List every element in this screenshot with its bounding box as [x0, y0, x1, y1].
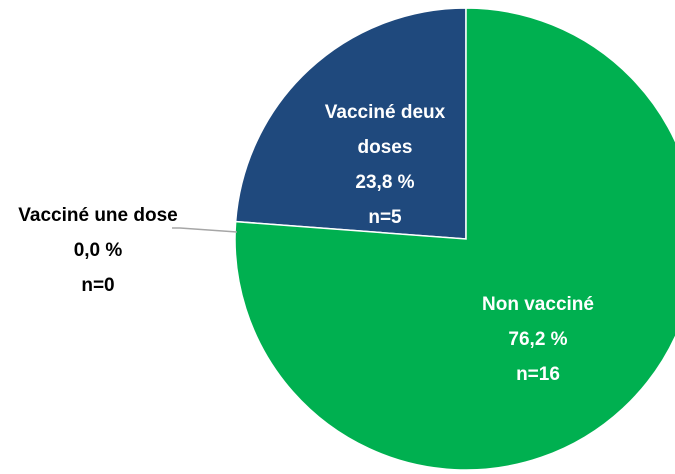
category-label: Non vacciné	[482, 294, 594, 315]
count-label: n=0	[81, 275, 115, 296]
slice-label: Vacciné une dose 0,0 % n=0	[18, 198, 178, 303]
count-label: n=5	[368, 207, 402, 228]
leader-line	[172, 227, 238, 233]
value-label: 23,8 %	[355, 172, 415, 193]
value-label: 0,0 %	[73, 240, 123, 261]
value-label: 76,2 %	[508, 329, 568, 350]
pie-slice	[234, 7, 467, 240]
pie-slice	[234, 7, 675, 471]
slice-label: Vacciné deux doses 23,8 % n=5	[300, 95, 470, 235]
count-label: n=16	[516, 364, 560, 385]
slice-label: Non vacciné 76,2 % n=16	[458, 287, 618, 392]
category-label: Vacciné deux doses	[324, 102, 446, 158]
category-label: Vacciné une dose	[18, 205, 178, 226]
